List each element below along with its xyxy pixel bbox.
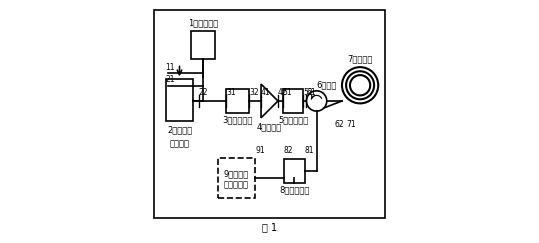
Text: 2单频可调: 2单频可调 xyxy=(167,125,192,134)
FancyBboxPatch shape xyxy=(218,158,255,198)
Text: 31: 31 xyxy=(226,88,236,97)
Text: 7传感光纤: 7传感光纤 xyxy=(348,54,373,63)
FancyBboxPatch shape xyxy=(165,79,194,122)
Text: 11: 11 xyxy=(165,63,175,72)
Text: 3脉冲发生器: 3脉冲发生器 xyxy=(223,115,253,124)
Text: 82: 82 xyxy=(284,146,294,155)
Polygon shape xyxy=(261,84,278,118)
Text: 42: 42 xyxy=(278,88,288,97)
Text: 62: 62 xyxy=(335,120,344,129)
Text: 81: 81 xyxy=(305,146,314,155)
Text: 61: 61 xyxy=(307,88,316,97)
Text: 6环形器: 6环形器 xyxy=(316,80,337,89)
Text: 图 1: 图 1 xyxy=(262,223,277,233)
Text: 5窄带滤波器: 5窄带滤波器 xyxy=(278,115,308,124)
Text: 4光放大器: 4光放大器 xyxy=(257,123,282,132)
FancyBboxPatch shape xyxy=(154,10,385,218)
FancyBboxPatch shape xyxy=(191,31,215,59)
Text: 谐微光器: 谐微光器 xyxy=(170,140,190,149)
Text: 91: 91 xyxy=(255,146,265,155)
Text: 71: 71 xyxy=(347,120,356,129)
Text: 8光电探测器: 8光电探测器 xyxy=(279,185,309,195)
Text: 32: 32 xyxy=(249,88,259,97)
Text: 52: 52 xyxy=(303,88,313,97)
Text: 51: 51 xyxy=(283,88,293,97)
Text: 1信号发生器: 1信号发生器 xyxy=(188,18,218,27)
Text: 21: 21 xyxy=(165,75,175,84)
FancyBboxPatch shape xyxy=(284,159,305,183)
Text: 9信号采集: 9信号采集 xyxy=(224,170,249,179)
Text: 与处理系统: 与处理系统 xyxy=(224,181,249,190)
Text: 22: 22 xyxy=(199,88,208,97)
Circle shape xyxy=(307,91,327,111)
Text: 41: 41 xyxy=(261,88,271,97)
FancyBboxPatch shape xyxy=(283,89,303,113)
FancyBboxPatch shape xyxy=(226,89,249,113)
